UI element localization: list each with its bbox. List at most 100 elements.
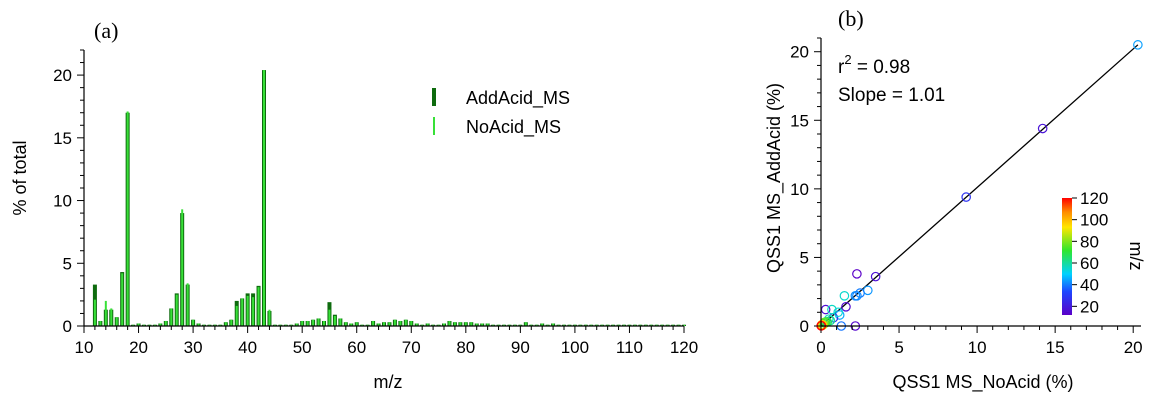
noacid-bar	[459, 322, 462, 326]
noacid-bar	[104, 300, 107, 326]
r-squared-annotation: r2 = 0.98	[838, 52, 910, 78]
noacid-bar	[164, 320, 167, 326]
x-tick-label: 30	[184, 338, 203, 357]
panel-a-label: (a)	[94, 18, 118, 43]
noacid-bar	[623, 324, 625, 326]
legend-label-addacid: AddAcid_MS	[466, 88, 570, 109]
noacid-bar	[383, 322, 385, 326]
colorbar-gradient	[1062, 198, 1072, 315]
noacid-bar	[464, 322, 467, 326]
noacid-bar	[437, 324, 440, 326]
slope-annotation: Slope = 1.01	[838, 85, 945, 106]
x-tick-label: 5	[894, 338, 903, 357]
noacid-bar	[410, 320, 413, 326]
y-tick-label: 15	[790, 111, 809, 130]
noacid-bar	[628, 324, 631, 326]
noacid-bar	[448, 320, 451, 326]
y-tick-label: 5	[800, 248, 809, 267]
noacid-bar	[579, 324, 582, 326]
noacid-bar	[568, 324, 571, 326]
noacid-bar	[268, 309, 271, 326]
noacid-bar	[677, 324, 680, 326]
noacid-bar	[481, 323, 484, 326]
scatter-point	[841, 301, 851, 312]
noacid-bar	[633, 324, 636, 326]
x-tick-label: 90	[511, 338, 530, 357]
panel-b-x-ticks: 0 5 10 15 20	[816, 326, 1143, 357]
colorbar-tick-label: 120	[1080, 189, 1108, 208]
legend-swatch-addacid	[432, 88, 436, 106]
noacid-bar	[290, 324, 293, 326]
noacid-bar	[535, 324, 538, 326]
noacid-bar	[159, 323, 162, 326]
noacid-bar	[486, 323, 489, 326]
panel-b-y-ticks: 0 5 10 15 20	[790, 37, 821, 336]
noacid-bar	[213, 324, 216, 326]
noacid-bar	[279, 324, 282, 326]
noacid-bar	[328, 309, 331, 326]
noacid-bar	[503, 324, 505, 326]
scatter-point	[834, 310, 845, 320]
x-tick-label: 40	[238, 338, 257, 357]
noacid-bar	[552, 323, 555, 326]
noacid-bar	[208, 324, 211, 326]
scatter-point	[839, 291, 850, 301]
panel-a-y-label: % of total	[10, 140, 30, 215]
noacid-bar	[361, 324, 364, 326]
noacid-bar	[557, 324, 560, 326]
noacid-bar	[121, 273, 124, 326]
noacid-bar	[137, 323, 140, 326]
noacid-bar	[655, 324, 658, 326]
scatter-point	[852, 291, 862, 301]
x-tick-label: 50	[293, 338, 312, 357]
noacid-bar	[295, 323, 298, 326]
noacid-bar	[606, 324, 609, 326]
scatter-point	[961, 192, 971, 202]
legend-swatch-noacid	[433, 117, 435, 135]
noacid-bar	[192, 319, 195, 326]
noacid-bar	[453, 322, 456, 326]
noacid-bar	[404, 319, 407, 326]
x-tick-label: 15	[1046, 338, 1065, 357]
panel-b-y-label: QSS1 MS_AddAcid (%)	[764, 83, 785, 273]
colorbar-tick-label: 60	[1080, 254, 1099, 273]
y-tick-label: 20	[790, 43, 809, 62]
noacid-bar	[224, 322, 227, 326]
noacid-bar	[584, 324, 587, 326]
noacid-bar	[257, 287, 260, 326]
noacid-bar	[415, 323, 418, 326]
noacid-bar	[355, 322, 358, 326]
noacid-bars	[93, 70, 685, 327]
noacid-bar	[530, 324, 533, 326]
y-tick-label: 5	[63, 254, 72, 273]
x-tick-label: 100	[561, 338, 589, 357]
y-tick-label: 20	[53, 66, 72, 85]
noacid-bar	[546, 324, 549, 326]
scatter-point	[870, 271, 881, 282]
noacid-bar	[284, 324, 287, 326]
noacid-bar	[175, 294, 178, 326]
noacid-bar	[524, 322, 527, 326]
noacid-bar	[115, 317, 118, 326]
scatter-point	[1037, 123, 1048, 134]
x-tick-label: 0	[816, 338, 825, 357]
noacid-bar	[339, 318, 342, 326]
noacid-bar	[306, 320, 309, 326]
colorbar-ticks: 20 40 60 80 100 120	[1072, 189, 1108, 316]
legend-label-noacid: NoAcid_MS	[466, 117, 561, 138]
noacid-bar	[301, 320, 304, 326]
panel-a-x-ticks: 10 20 30 40 50 60 70 80 90 100 110 120	[75, 326, 698, 357]
noacid-bar	[563, 324, 565, 326]
y-tick-label: 10	[790, 180, 809, 199]
x-tick-label: 20	[129, 338, 148, 357]
noacid-bar	[443, 323, 445, 326]
noacid-bar	[99, 320, 102, 326]
noacid-bar	[333, 315, 336, 326]
noacid-bar	[350, 323, 353, 326]
noacid-bar	[639, 324, 642, 326]
x-tick-label: 110	[616, 338, 643, 357]
noacid-bar	[601, 324, 604, 326]
noacid-bar	[246, 295, 249, 326]
noacid-bar	[612, 324, 615, 326]
